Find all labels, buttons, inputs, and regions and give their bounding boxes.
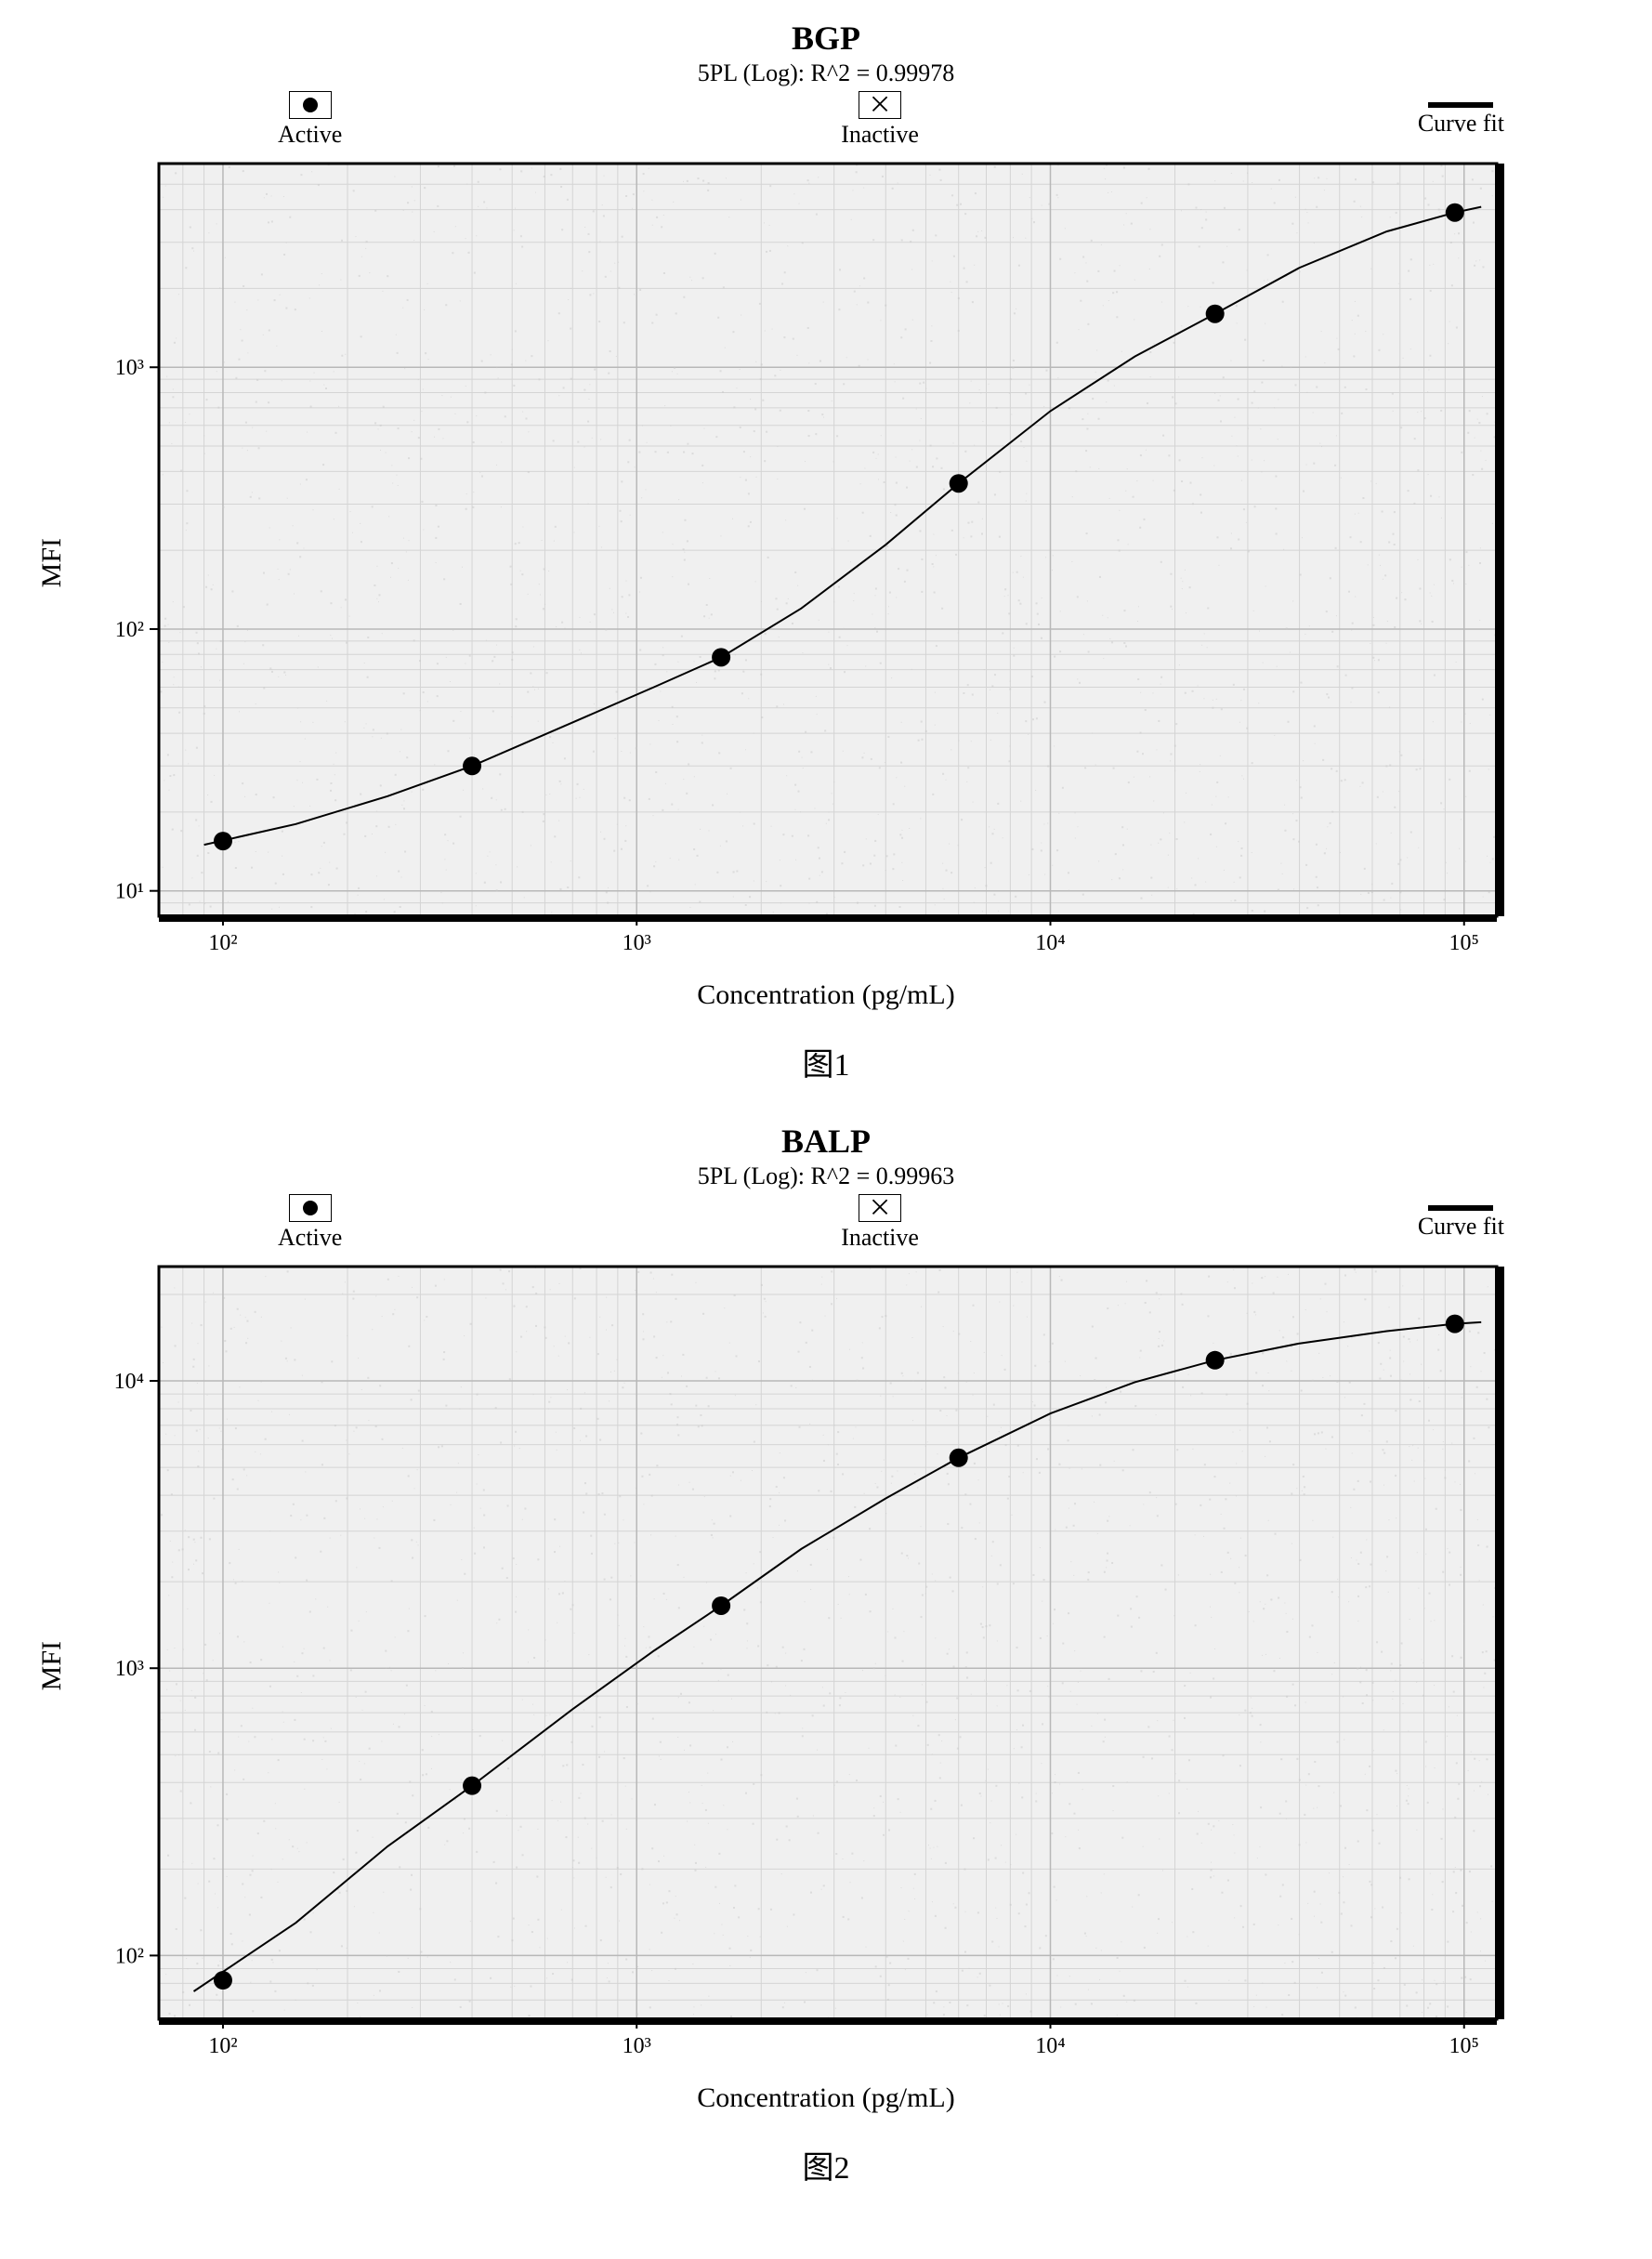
- svg-text:10⁴: 10⁴: [1035, 931, 1065, 955]
- chart-svg: 10² 10³ 10⁴ 10⁵ 10¹ 10² 10³: [75, 154, 1525, 972]
- chart-subtitle: 5PL (Log): R^2 = 0.99978: [36, 59, 1616, 87]
- legend-inactive-label: Inactive: [841, 1224, 919, 1252]
- legend: Active ⨉ Inactive Curve fit: [36, 91, 1616, 149]
- legend-active-label: Active: [278, 121, 342, 149]
- figure-bgp: BGP5PL (Log): R^2 = 0.99978 Active ⨉ Ina…: [36, 19, 1616, 1084]
- svg-text:10⁴: 10⁴: [1035, 2034, 1065, 2058]
- chart-subtitle: 5PL (Log): R^2 = 0.99963: [36, 1162, 1616, 1190]
- legend-item-curvefit: Curve fit: [1418, 1205, 1504, 1241]
- figure-balp: BALP5PL (Log): R^2 = 0.99963 Active ⨉ In…: [36, 1122, 1616, 2187]
- svg-text:10³: 10³: [623, 2034, 651, 2058]
- svg-text:10⁵: 10⁵: [1449, 2034, 1479, 2058]
- x-axis-label: Concentration (pg/mL): [36, 2082, 1616, 2114]
- legend-item-active: Active: [278, 1194, 342, 1252]
- chart-title: BALP: [36, 1122, 1616, 1161]
- y-axis-label: MFI: [36, 1641, 68, 1690]
- svg-text:10¹: 10¹: [115, 880, 144, 904]
- svg-text:10³: 10³: [623, 931, 651, 955]
- legend-curvefit-label: Curve fit: [1418, 1213, 1504, 1241]
- plot-area: MFI 10² 10³ 10⁴ 10⁵ 10² 10³ 10⁴: [36, 1257, 1616, 2075]
- legend-inactive-icon: ⨉: [859, 91, 901, 119]
- chart-svg: 10² 10³ 10⁴ 10⁵ 10² 10³ 10⁴: [75, 1257, 1525, 2075]
- legend-inactive-icon: ⨉: [859, 1194, 901, 1222]
- legend-inactive-label: Inactive: [841, 121, 919, 149]
- chart-title: BGP: [36, 19, 1616, 58]
- plot-area: MFI 10² 10³ 10⁴ 10⁵ 10¹ 10² 10³: [36, 154, 1616, 972]
- y-axis-label: MFI: [36, 538, 68, 587]
- legend-active-icon: [289, 91, 332, 119]
- svg-text:10²: 10²: [208, 931, 237, 955]
- svg-text:10⁴: 10⁴: [114, 1370, 144, 1394]
- legend-active-label: Active: [278, 1224, 342, 1252]
- legend-curvefit-label: Curve fit: [1418, 110, 1504, 138]
- legend-item-curvefit: Curve fit: [1418, 102, 1504, 138]
- svg-text:10²: 10²: [115, 618, 144, 642]
- svg-text:10²: 10²: [208, 2034, 237, 2058]
- svg-text:10³: 10³: [115, 356, 144, 380]
- svg-text:10³: 10³: [115, 1657, 144, 1681]
- legend-curvefit-icon: [1428, 1205, 1493, 1211]
- figure-caption: 图1: [36, 1039, 1616, 1084]
- svg-text:10⁵: 10⁵: [1449, 931, 1479, 955]
- x-axis-label: Concentration (pg/mL): [36, 979, 1616, 1011]
- legend-item-inactive: ⨉ Inactive: [841, 91, 919, 149]
- legend-item-active: Active: [278, 91, 342, 149]
- legend-curvefit-icon: [1428, 102, 1493, 108]
- legend-item-inactive: ⨉ Inactive: [841, 1194, 919, 1252]
- legend: Active ⨉ Inactive Curve fit: [36, 1194, 1616, 1252]
- legend-active-icon: [289, 1194, 332, 1222]
- svg-text:10²: 10²: [115, 1944, 144, 1968]
- figure-caption: 图2: [36, 2142, 1616, 2187]
